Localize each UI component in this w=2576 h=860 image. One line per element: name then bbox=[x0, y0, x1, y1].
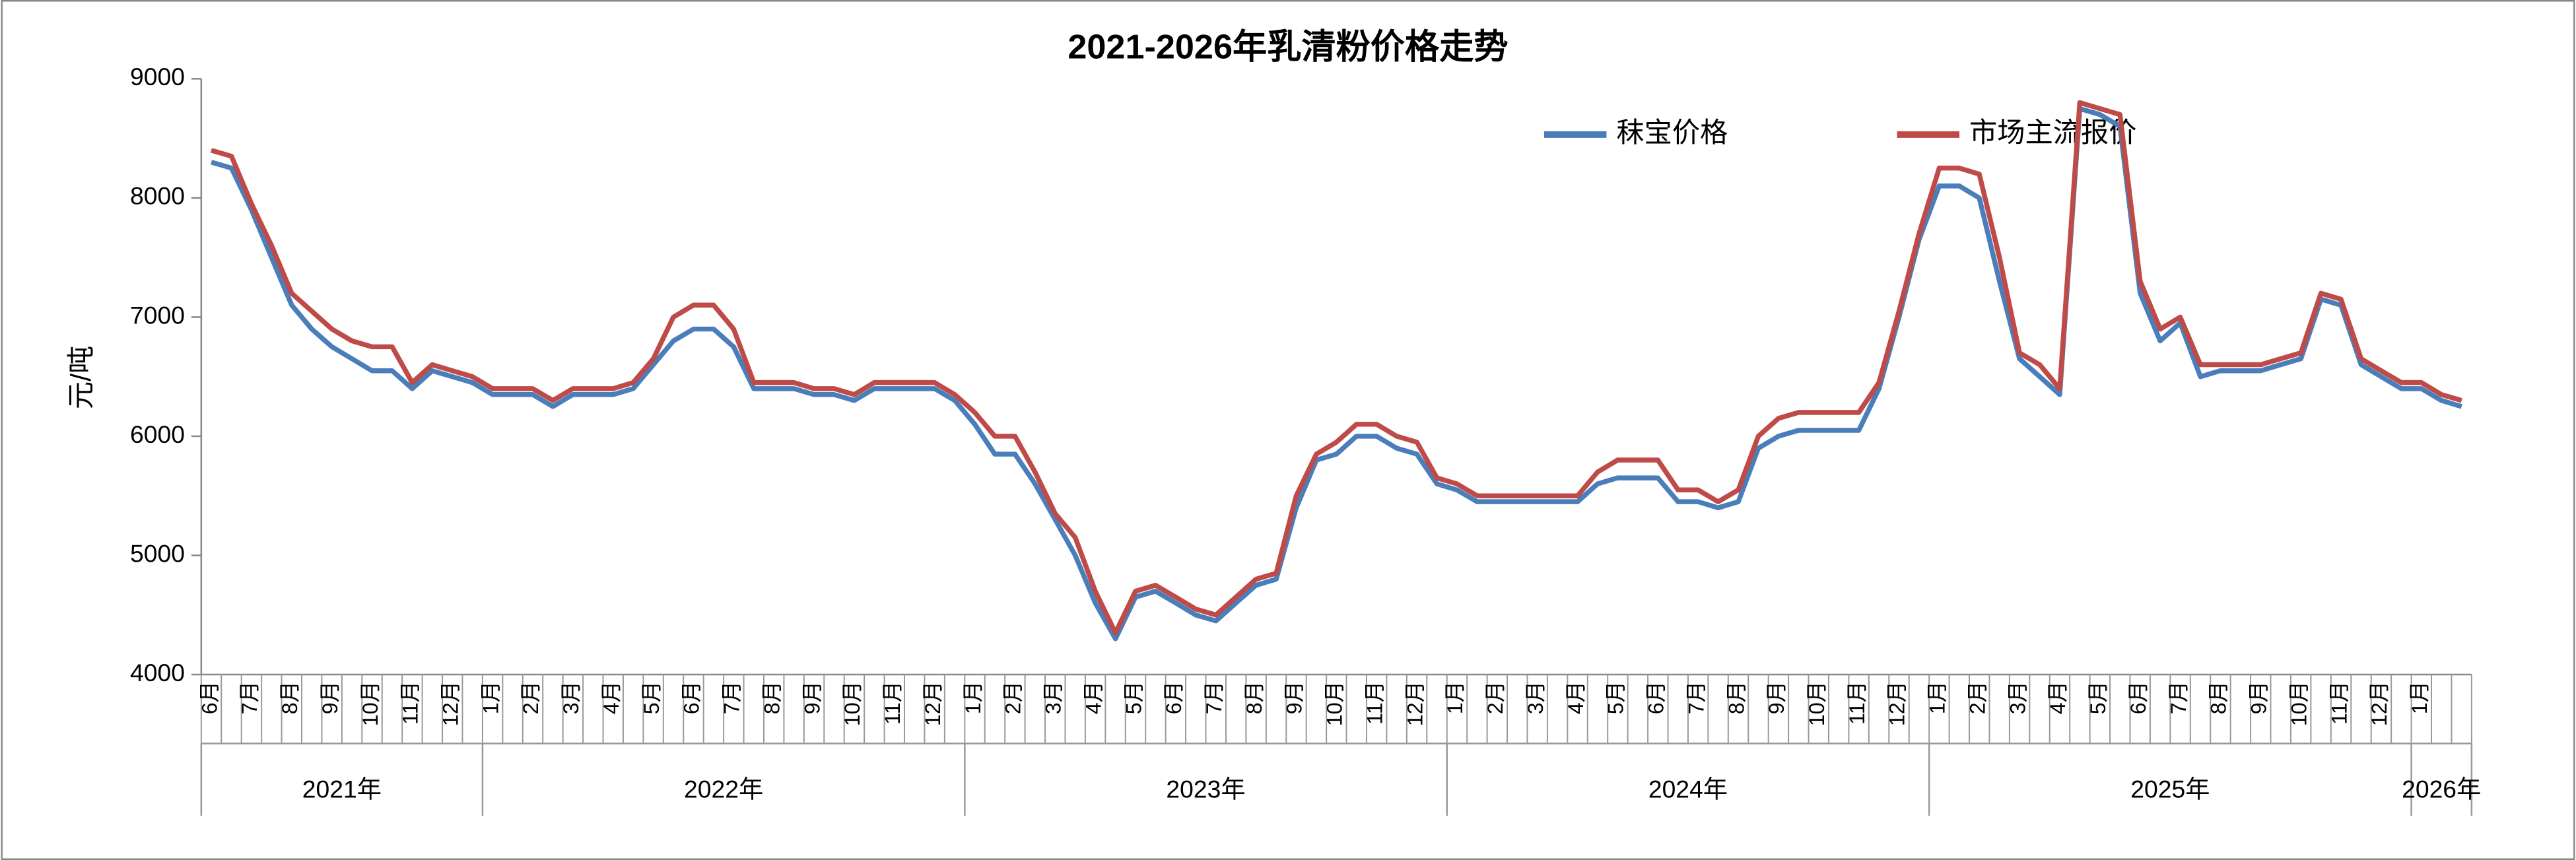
x-tick-label: 12月 bbox=[1403, 681, 1427, 726]
year-label: 2023年 bbox=[1166, 775, 1245, 803]
x-tick-label: 5月 bbox=[1604, 681, 1628, 714]
x-tick-label: 10月 bbox=[2287, 681, 2311, 726]
x-tick-label: 12月 bbox=[1885, 681, 1909, 726]
x-tick-label: 3月 bbox=[559, 681, 583, 714]
x-tick-label: 10月 bbox=[840, 681, 864, 726]
x-tick-label: 7月 bbox=[720, 681, 744, 714]
y-tick-label: 7000 bbox=[130, 301, 185, 329]
x-tick-label: 2月 bbox=[1001, 681, 1025, 714]
x-tick-label: 11月 bbox=[1845, 681, 1869, 725]
legend-label: 秣宝价格 bbox=[1616, 117, 1728, 148]
y-tick-label: 5000 bbox=[130, 539, 185, 567]
x-tick-label: 1月 bbox=[2408, 681, 2431, 714]
year-label: 2024年 bbox=[1648, 775, 1728, 803]
x-tick-label: 10月 bbox=[1805, 681, 1829, 726]
x-tick-label: 4月 bbox=[2046, 681, 2070, 714]
x-tick-label: 3月 bbox=[2006, 681, 2029, 714]
year-label: 2026年 bbox=[2402, 775, 2481, 803]
x-tick-label: 2月 bbox=[1483, 681, 1507, 714]
x-tick-label: 8月 bbox=[1242, 681, 1266, 714]
x-tick-label: 1月 bbox=[479, 681, 502, 714]
x-tick-label: 7月 bbox=[2167, 681, 2190, 714]
year-label: 2022年 bbox=[684, 775, 763, 803]
x-tick-label: 10月 bbox=[1323, 681, 1347, 726]
x-tick-label: 11月 bbox=[399, 681, 423, 725]
x-tick-label: 9月 bbox=[1765, 681, 1788, 714]
x-tick-label: 1月 bbox=[961, 681, 985, 714]
x-tick-label: 9月 bbox=[318, 681, 342, 714]
x-tick-label: 11月 bbox=[1363, 681, 1386, 725]
x-tick-label: 5月 bbox=[1122, 681, 1145, 714]
x-tick-label: 8月 bbox=[278, 681, 302, 714]
x-tick-label: 6月 bbox=[1644, 681, 1668, 714]
x-tick-label: 6月 bbox=[680, 681, 704, 714]
x-tick-label: 7月 bbox=[238, 681, 261, 714]
x-tick-label: 6月 bbox=[2126, 681, 2150, 714]
y-tick-label: 4000 bbox=[130, 659, 185, 686]
x-tick-label: 11月 bbox=[2327, 681, 2351, 725]
chart-title: 2021-2026年乳清粉价格走势 bbox=[1068, 28, 1508, 66]
y-tick-label: 9000 bbox=[130, 63, 185, 90]
x-tick-label: 1月 bbox=[1926, 681, 1949, 714]
y-tick-label: 8000 bbox=[130, 182, 185, 210]
x-tick-label: 4月 bbox=[599, 681, 623, 714]
x-tick-label: 9月 bbox=[2247, 681, 2271, 714]
x-tick-label: 3月 bbox=[1524, 681, 1547, 714]
x-tick-label: 4月 bbox=[1081, 681, 1105, 714]
x-tick-label: 2月 bbox=[1965, 681, 1989, 714]
x-tick-label: 7月 bbox=[1684, 681, 1708, 714]
series-line bbox=[210, 106, 2462, 642]
x-tick-label: 9月 bbox=[1283, 681, 1306, 714]
x-tick-label: 12月 bbox=[921, 681, 945, 726]
x-tick-label: 5月 bbox=[640, 681, 663, 714]
x-tick-label: 9月 bbox=[800, 681, 824, 714]
x-tick-label: 7月 bbox=[1202, 681, 1226, 714]
x-tick-label: 3月 bbox=[1042, 681, 1066, 714]
x-tick-label: 6月 bbox=[197, 681, 221, 714]
y-tick-label: 6000 bbox=[130, 420, 185, 448]
x-tick-label: 8月 bbox=[760, 681, 784, 714]
x-tick-label: 4月 bbox=[1564, 681, 1588, 714]
x-tick-label: 8月 bbox=[2207, 681, 2231, 714]
y-axis-label: 元/吨 bbox=[65, 346, 96, 409]
x-tick-label: 10月 bbox=[358, 681, 382, 726]
year-label: 2021年 bbox=[302, 775, 382, 803]
series-line bbox=[210, 100, 2462, 636]
x-tick-label: 11月 bbox=[881, 681, 904, 725]
year-label: 2025年 bbox=[2130, 775, 2210, 803]
x-tick-label: 12月 bbox=[439, 681, 463, 726]
x-tick-label: 6月 bbox=[1162, 681, 1186, 714]
x-tick-label: 8月 bbox=[1724, 681, 1748, 714]
x-tick-label: 5月 bbox=[2086, 681, 2110, 714]
x-tick-label: 1月 bbox=[1443, 681, 1467, 714]
x-tick-label: 12月 bbox=[2367, 681, 2391, 726]
x-tick-label: 2月 bbox=[519, 681, 543, 714]
